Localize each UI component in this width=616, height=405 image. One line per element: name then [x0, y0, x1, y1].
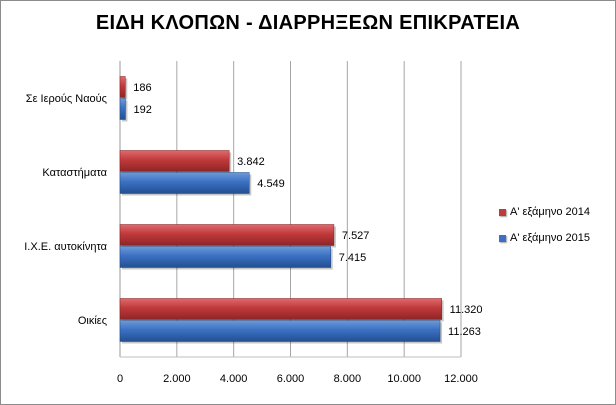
legend-item-2015: Α' εξάμηνο 2015	[499, 230, 611, 246]
data-label: 7.415	[339, 252, 367, 264]
data-label: 7.527	[342, 230, 370, 242]
legend-label-2015: Α' εξάμηνο 2015	[510, 232, 590, 244]
data-label: 186	[133, 82, 151, 94]
data-label: 11.320	[450, 304, 483, 316]
data-label: 4.549	[257, 178, 285, 190]
x-tick-label: 12.000	[444, 373, 478, 385]
legend: Α' εξάμηνο 2014 Α' εξάμηνο 2015	[499, 204, 611, 256]
data-label: 11.263	[448, 326, 481, 338]
category-label: Ι.Χ.Ε. αυτοκίνητα	[24, 241, 107, 253]
category-label: Καταστήματα	[42, 167, 107, 179]
category-label: Σε Ιερούς Ναούς	[26, 93, 107, 105]
data-label: 192	[133, 104, 151, 116]
x-tick-label: 4.000	[220, 373, 248, 385]
chart-title: ΕΙΔΗ ΚΛΟΠΩΝ - ΔΙΑΡΡΗΞΕΩΝ ΕΠΙΚΡΑΤΕΙΑ	[95, 12, 521, 34]
bar	[119, 98, 126, 120]
bar	[119, 320, 441, 342]
category-label: Οικίες	[78, 315, 107, 327]
bar	[119, 246, 331, 268]
bar	[119, 76, 126, 98]
bar	[119, 224, 335, 246]
x-tick-label: 8.000	[334, 373, 362, 385]
bar	[119, 172, 250, 194]
x-tick-label: 10.000	[387, 373, 421, 385]
bar	[119, 150, 230, 172]
bar	[119, 298, 442, 320]
data-label: 3.842	[237, 156, 265, 168]
x-tick-label: 2.000	[163, 373, 191, 385]
legend-swatch-2015	[499, 234, 506, 242]
legend-item-2014: Α' εξάμηνο 2014	[499, 204, 611, 220]
x-tick-label: 6.000	[277, 373, 305, 385]
x-tick-label: 0	[117, 373, 123, 385]
legend-label-2014: Α' εξάμηνο 2014	[510, 206, 590, 218]
legend-swatch-2014	[499, 208, 506, 216]
